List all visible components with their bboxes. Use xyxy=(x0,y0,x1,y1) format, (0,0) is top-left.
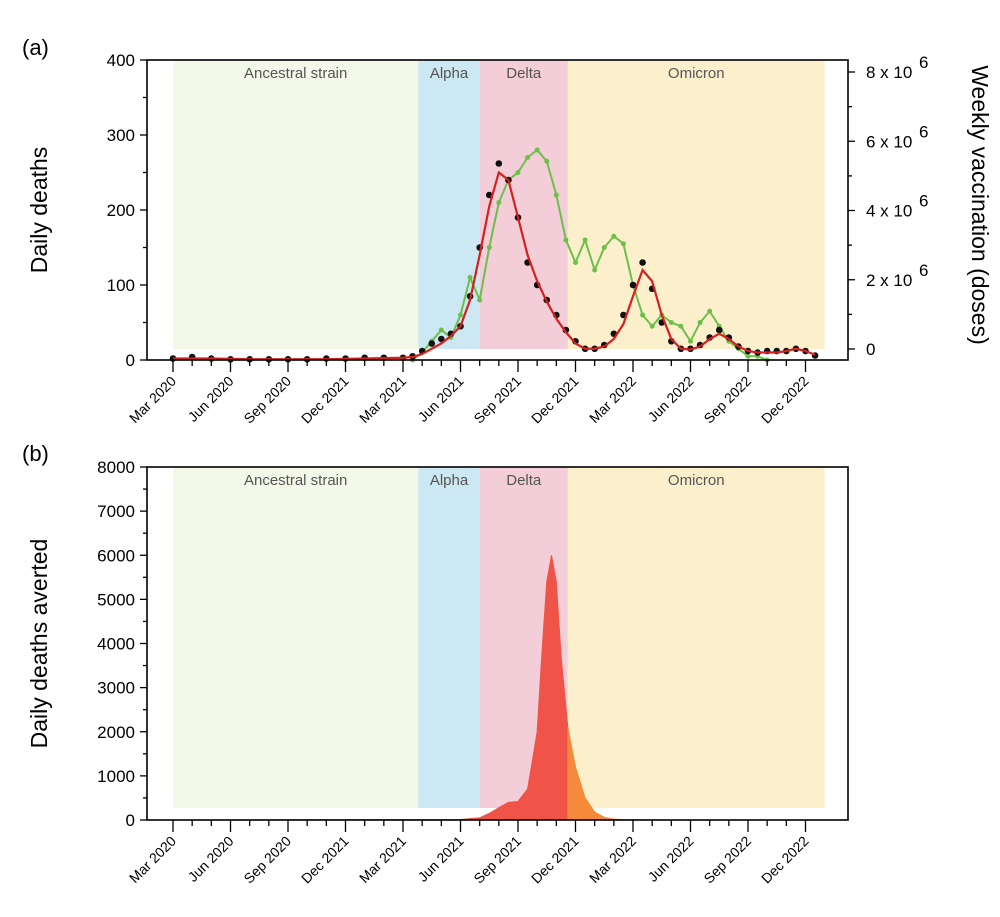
panel-label: (b) xyxy=(22,441,49,466)
period-label: Omicron xyxy=(668,65,725,82)
period-label: Ancestral strain xyxy=(244,472,347,489)
y-right-tick-label: 2 x 10 xyxy=(866,271,912,290)
y-right-tick-exponent: 6 xyxy=(919,261,928,280)
y-right-tick-exponent: 6 xyxy=(919,122,928,141)
period-label: Alpha xyxy=(430,472,469,489)
vaccination-point xyxy=(745,353,751,359)
panel-label: (a) xyxy=(22,35,49,60)
period-band xyxy=(418,467,480,808)
vaccination-point xyxy=(707,308,713,314)
vaccination-point xyxy=(678,323,684,329)
y-tick-label: 0 xyxy=(126,811,135,830)
death-point xyxy=(639,259,646,266)
y-tick-label: 5000 xyxy=(97,590,135,609)
vaccination-point xyxy=(563,237,569,243)
vaccination-point xyxy=(611,233,617,239)
vaccination-point xyxy=(438,327,444,333)
y-right-tick-label: 6 x 10 xyxy=(866,132,912,151)
vaccination-point xyxy=(601,245,607,250)
y-tick-label: 0 xyxy=(126,351,135,370)
vaccination-point xyxy=(592,267,598,273)
y-right-tick-label: 4 x 10 xyxy=(866,202,912,221)
y-tick-label: 2000 xyxy=(97,723,135,742)
period-band xyxy=(567,467,825,808)
period-label: Omicron xyxy=(668,472,725,489)
y-right-tick-label: 8 x 10 xyxy=(866,63,912,82)
y-right-tick-exponent: 6 xyxy=(919,192,928,211)
y-tick-label: 3000 xyxy=(97,679,135,698)
y-tick-label: 4000 xyxy=(97,635,135,654)
death-point xyxy=(438,335,445,343)
period-band xyxy=(479,60,568,349)
period-band xyxy=(173,60,419,349)
vaccination-point xyxy=(668,320,674,325)
y-axis-title: Daily deaths xyxy=(26,147,52,274)
vaccination-point xyxy=(697,320,703,325)
vaccination-point xyxy=(458,312,463,318)
vaccination-point xyxy=(525,155,531,160)
vaccination-point xyxy=(553,192,559,198)
vaccination-point xyxy=(544,158,550,164)
vaccination-point xyxy=(688,338,693,344)
period-label: Delta xyxy=(506,65,542,82)
vaccination-point xyxy=(496,200,502,205)
vaccination-point xyxy=(515,170,521,175)
death-point xyxy=(495,160,503,167)
y-tick-label: 6000 xyxy=(97,546,135,565)
period-label: Alpha xyxy=(430,65,469,82)
vaccination-point xyxy=(620,241,626,247)
y-tick-label: 200 xyxy=(107,201,135,220)
death-point xyxy=(428,340,436,347)
y-tick-label: 7000 xyxy=(97,502,135,521)
y-tick-label: 100 xyxy=(107,276,135,295)
death-point xyxy=(715,326,723,334)
vaccination-point xyxy=(582,237,588,243)
vaccination-point xyxy=(467,275,473,280)
averted-area-delta xyxy=(172,555,569,821)
y-tick-label: 8000 xyxy=(97,458,135,477)
y-tick-label: 300 xyxy=(107,126,135,145)
vaccination-point xyxy=(640,312,646,318)
y-axis-title: Daily deaths averted xyxy=(26,539,52,749)
death-point xyxy=(629,281,637,289)
vaccination-point xyxy=(477,297,483,303)
period-label: Ancestral strain xyxy=(244,65,347,82)
vaccination-point xyxy=(649,323,655,329)
vaccination-point xyxy=(486,245,492,250)
period-label: Delta xyxy=(506,472,542,489)
vaccination-point xyxy=(534,147,540,153)
y-tick-label: 400 xyxy=(107,51,135,70)
period-band xyxy=(567,60,825,349)
period-band xyxy=(173,467,419,808)
y-right-axis-title: Weekly vaccination (doses) xyxy=(967,65,993,345)
model-fit-line xyxy=(173,170,816,361)
y-right-tick-label: 0 xyxy=(866,340,875,359)
period-band xyxy=(418,60,480,349)
y-tick-label: 1000 xyxy=(97,767,135,786)
vaccination-point xyxy=(573,260,578,265)
y-right-tick-exponent: 6 xyxy=(919,53,928,72)
